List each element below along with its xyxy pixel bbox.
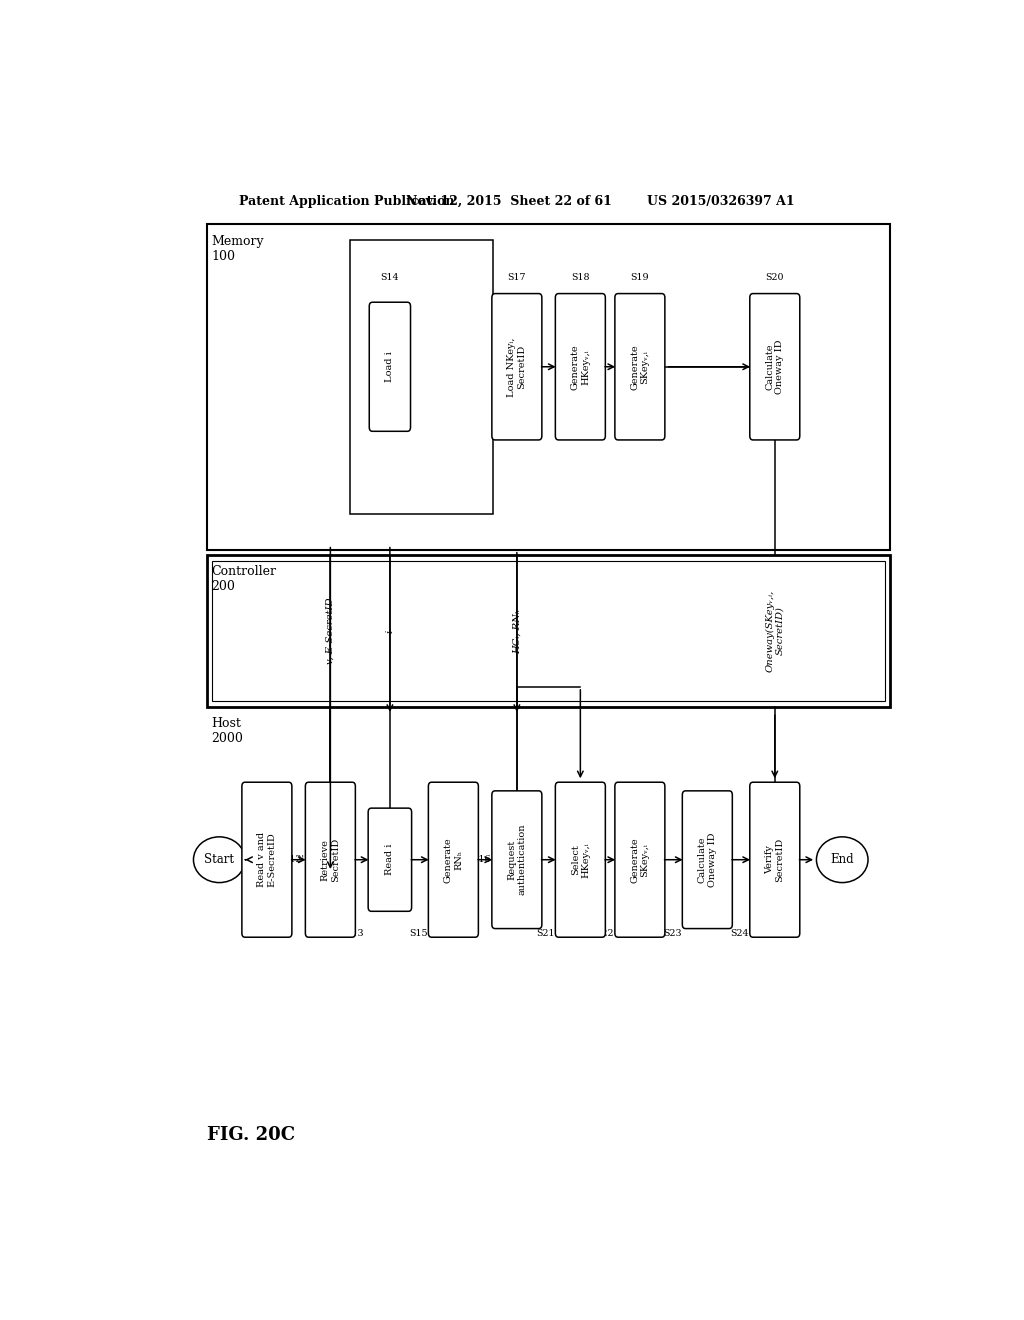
Bar [350, 240, 494, 515]
FancyBboxPatch shape [242, 783, 292, 937]
Text: Request
authentication: Request authentication [507, 824, 526, 895]
FancyBboxPatch shape [492, 791, 542, 928]
Text: Calculate
Oneway ID: Calculate Oneway ID [765, 339, 784, 393]
Text: Generate
HKeyᵥ,ᵢ: Generate HKeyᵥ,ᵢ [570, 345, 590, 389]
FancyBboxPatch shape [614, 293, 665, 440]
Bar [207, 554, 890, 708]
Text: US 2015/0326397 A1: US 2015/0326397 A1 [647, 194, 795, 207]
FancyBboxPatch shape [682, 791, 732, 928]
Text: v, E-SecretID: v, E-SecretID [326, 598, 335, 664]
Text: Nov. 12, 2015  Sheet 22 of 61: Nov. 12, 2015 Sheet 22 of 61 [406, 194, 612, 207]
Ellipse shape [816, 837, 868, 883]
Text: FIG. 20C: FIG. 20C [207, 1126, 296, 1144]
Text: Read v and
E-SecretID: Read v and E-SecretID [257, 832, 276, 887]
Text: S23: S23 [663, 929, 682, 937]
Text: S21: S21 [536, 929, 555, 937]
FancyBboxPatch shape [555, 293, 605, 440]
Text: S17: S17 [508, 273, 526, 282]
Bar [207, 224, 890, 549]
Text: S12': S12' [284, 855, 304, 865]
Text: Oneway(SKeyᵥ,ᵢ,
SecretID): Oneway(SKeyᵥ,ᵢ, SecretID) [765, 590, 784, 672]
FancyBboxPatch shape [750, 783, 800, 937]
FancyBboxPatch shape [369, 808, 412, 911]
Text: Verify
SecretID: Verify SecretID [765, 838, 784, 882]
Text: S13: S13 [345, 929, 365, 937]
Bar [212, 561, 885, 701]
FancyBboxPatch shape [428, 783, 478, 937]
Text: HCᵢ, RNₕ: HCᵢ, RNₕ [512, 609, 521, 653]
FancyBboxPatch shape [492, 293, 542, 440]
Text: S15: S15 [409, 929, 428, 937]
FancyBboxPatch shape [305, 783, 355, 937]
Text: Patent Application Publication: Patent Application Publication [240, 194, 455, 207]
Text: i: i [385, 630, 394, 632]
Text: Memory
100: Memory 100 [211, 235, 264, 263]
FancyBboxPatch shape [555, 783, 605, 937]
Text: Load NKeyᵢ,
SecretID: Load NKeyᵢ, SecretID [507, 337, 526, 396]
Text: S19: S19 [631, 273, 649, 282]
Text: S24: S24 [730, 929, 749, 937]
Text: Read i: Read i [385, 843, 394, 875]
Text: Host
2000: Host 2000 [211, 718, 244, 746]
Text: Controller
200: Controller 200 [211, 565, 276, 593]
Text: End: End [830, 853, 854, 866]
Text: Generate
SKeyᵥ,ᵢ: Generate SKeyᵥ,ᵢ [630, 345, 649, 389]
Text: Generate
SKeyᵥ,ᵢ: Generate SKeyᵥ,ᵢ [630, 837, 649, 883]
Text: S20: S20 [766, 273, 784, 282]
Text: Start: Start [204, 853, 234, 866]
FancyBboxPatch shape [614, 783, 665, 937]
Text: Generate
RNₕ: Generate RNₕ [443, 837, 463, 883]
FancyBboxPatch shape [750, 293, 800, 440]
Text: S22: S22 [596, 929, 614, 937]
Text: Retrieve
SecretID: Retrieve SecretID [321, 838, 340, 882]
Ellipse shape [194, 837, 245, 883]
Text: Calculate
Oneway ID: Calculate Oneway ID [697, 833, 717, 887]
Text: S11': S11' [220, 855, 241, 865]
Text: Select
HKeyᵥ,ᵢ: Select HKeyᵥ,ᵢ [570, 842, 590, 878]
FancyBboxPatch shape [370, 302, 411, 432]
Text: S18: S18 [571, 273, 590, 282]
Text: S16: S16 [472, 855, 492, 865]
Text: S14: S14 [381, 273, 399, 282]
Text: Load i: Load i [385, 351, 394, 381]
